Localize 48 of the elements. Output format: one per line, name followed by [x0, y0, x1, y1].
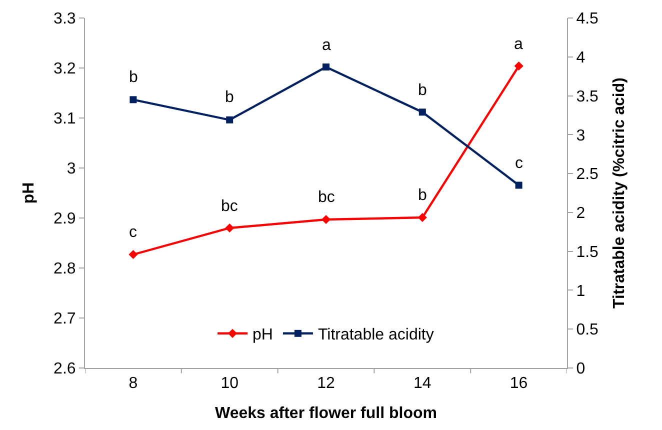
point	[321, 214, 331, 224]
data-label: c	[515, 155, 523, 172]
y2-tick-label: 1	[576, 282, 586, 300]
point	[418, 108, 426, 116]
y2-tick-label: 4.5	[576, 10, 599, 28]
y-tick-label: 3	[66, 160, 76, 178]
data-label: c	[129, 224, 137, 241]
y2-tick-label: 2.5	[576, 166, 599, 184]
point	[130, 96, 137, 104]
data-label: b	[418, 187, 427, 204]
point	[128, 250, 138, 260]
data-label: bc	[318, 189, 335, 206]
y2-tick-label: 3	[576, 127, 586, 144]
y-tick-label: 2.7	[54, 310, 76, 328]
y2-axis-title: Titratable acidity (%citric acid)	[611, 78, 628, 308]
x-tick-label: 12	[317, 375, 335, 392]
data-label: a	[514, 36, 523, 53]
y2-tick-label: 3.5	[576, 88, 599, 106]
y-tick-label: 2.9	[54, 210, 76, 228]
y-tick-label: 2.6	[54, 360, 76, 378]
y2-tick-label: 0.5	[576, 322, 599, 339]
legend-label: Titratable acidity	[318, 326, 434, 344]
x-axis-title: Weeks after flower full bloom	[215, 404, 437, 422]
point	[418, 212, 427, 222]
point	[515, 182, 522, 189]
x-tick-label: 16	[510, 375, 528, 392]
y-tick-label: 3.2	[54, 60, 76, 78]
data-label: b	[225, 89, 234, 106]
y-tick-label: 3.1	[54, 110, 76, 128]
point	[322, 64, 330, 70]
point	[225, 223, 234, 233]
y-tick-label: 3.3	[54, 10, 76, 28]
x-tick-label: 14	[414, 375, 432, 392]
point	[514, 61, 524, 71]
y2-tick-label: 1.5	[576, 244, 599, 261]
y2-tick-label: 4	[576, 49, 586, 66]
data-label: bc	[221, 198, 238, 215]
y-axis-title: pH	[20, 182, 38, 204]
y-tick-label: 2.8	[54, 260, 76, 278]
x-tick-label: 10	[220, 375, 239, 392]
y2-tick-label: 2	[576, 205, 586, 222]
legend-label: pH	[252, 326, 273, 344]
data-label: b	[418, 82, 427, 99]
point	[226, 116, 234, 124]
y2-tick-label: 0	[576, 360, 586, 378]
x-tick-label: 8	[128, 375, 138, 392]
data-label: b	[129, 69, 138, 86]
data-label: a	[322, 37, 331, 54]
